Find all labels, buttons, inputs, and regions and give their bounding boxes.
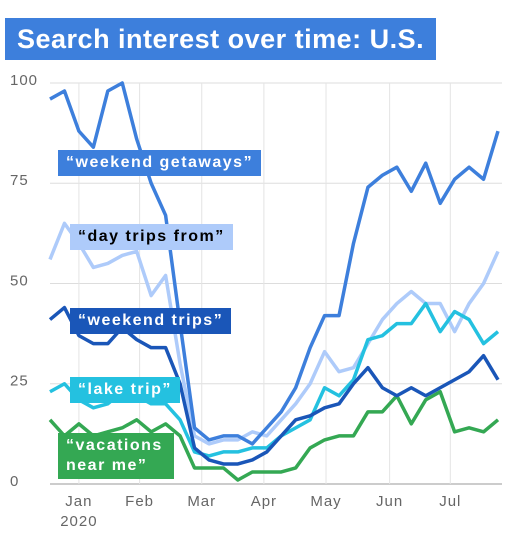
y-tick-label: 50 bbox=[10, 272, 29, 289]
series-line bbox=[48, 390, 500, 482]
y-tick-label: 100 bbox=[10, 72, 38, 89]
x-tick-label: Jul bbox=[439, 493, 461, 510]
legend-label: “lake trip” bbox=[70, 377, 180, 403]
y-tick-label: 25 bbox=[10, 373, 29, 390]
chart-title: Search interest over time: U.S. bbox=[5, 18, 437, 60]
x-tick-label: Apr bbox=[251, 493, 277, 510]
x-year-label: 2020 bbox=[60, 513, 97, 530]
legend-label: “day trips from” bbox=[70, 224, 233, 250]
legend-label: “weekend trips” bbox=[70, 308, 232, 334]
x-tick-label: Jan bbox=[65, 493, 92, 510]
y-tick-label: 0 bbox=[10, 473, 19, 490]
y-tick-label: 75 bbox=[10, 172, 29, 189]
legend-label: “vacations near me” bbox=[58, 433, 174, 479]
series-line bbox=[48, 221, 500, 446]
x-tick-label: May bbox=[310, 493, 341, 510]
legend-label: “weekend getaways” bbox=[58, 150, 262, 176]
series-line bbox=[49, 81, 500, 446]
x-tick-label: Mar bbox=[187, 493, 216, 510]
x-tick-label: Feb bbox=[125, 493, 154, 510]
x-tick-label: Jun bbox=[376, 493, 403, 510]
